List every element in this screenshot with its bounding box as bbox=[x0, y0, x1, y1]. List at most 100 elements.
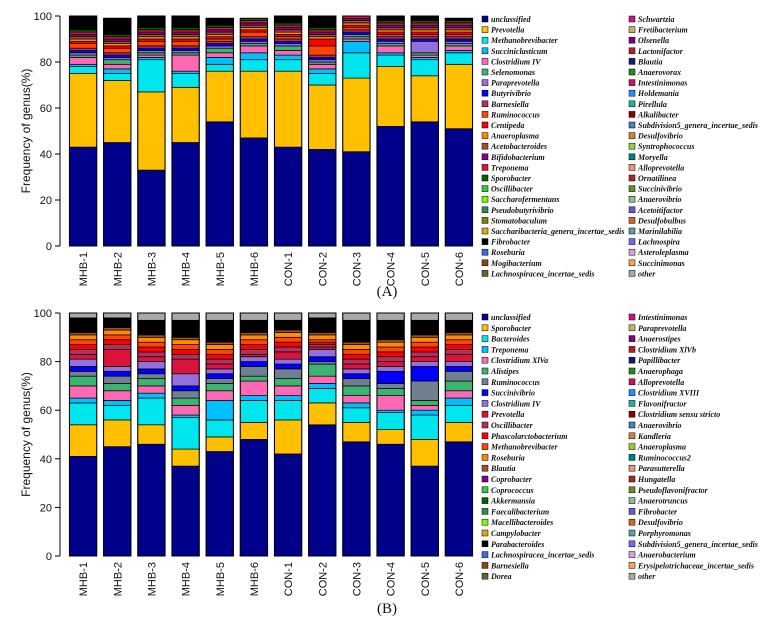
legend-swatch bbox=[628, 153, 636, 161]
bar-segment bbox=[308, 84, 337, 150]
bar-segment bbox=[137, 373, 166, 379]
bar-segment bbox=[274, 54, 303, 61]
bar-stack-mhb-5 bbox=[205, 312, 234, 557]
legend-swatch bbox=[628, 47, 636, 55]
bar-segment bbox=[239, 319, 268, 333]
legend-swatch bbox=[481, 518, 489, 526]
bar-segment bbox=[103, 400, 132, 406]
bar-segment bbox=[274, 341, 303, 348]
bar-segment bbox=[308, 363, 337, 377]
legend-swatch bbox=[628, 540, 636, 548]
legend: unclassified Sporobacter BacteroidesTrepon… bbox=[481, 313, 758, 581]
bar-segment bbox=[137, 385, 166, 394]
legend-label: Mogibacterium bbox=[490, 259, 542, 268]
bar-segment bbox=[103, 59, 132, 65]
bar-segment bbox=[376, 346, 405, 353]
legend-label: Clostridium XlVb bbox=[638, 345, 696, 354]
legend-label: Anaerostipes bbox=[637, 335, 681, 344]
bar-segment bbox=[103, 80, 132, 143]
legend-swatch bbox=[628, 410, 636, 418]
legend-label: Subdivision5_genera_incertae_sedis bbox=[638, 540, 758, 549]
bar-segment bbox=[171, 336, 200, 341]
x-tick-label: MHB-3 bbox=[146, 252, 158, 286]
bar-outline bbox=[171, 312, 200, 557]
bar-outline bbox=[444, 17, 474, 247]
bar-segment bbox=[410, 351, 439, 358]
bar-segment bbox=[376, 370, 405, 384]
bar-segment bbox=[274, 45, 303, 51]
legend-label: Succinimonas bbox=[638, 259, 685, 268]
bar-segment bbox=[444, 334, 473, 341]
legend-label: Desulfovibrio bbox=[637, 518, 683, 527]
bar-segment bbox=[137, 169, 166, 247]
bar-segment bbox=[342, 373, 371, 379]
legend-swatch bbox=[481, 324, 489, 332]
bar-segment bbox=[308, 68, 337, 74]
legend-label: Flavonifractor bbox=[637, 399, 687, 408]
legend-swatch bbox=[481, 217, 489, 224]
legend-swatch bbox=[628, 367, 636, 375]
bar-outline bbox=[103, 17, 132, 247]
bar-segment bbox=[239, 31, 268, 38]
legend-swatch bbox=[628, 79, 636, 86]
bar-segment bbox=[103, 47, 132, 54]
bar-outline bbox=[342, 312, 371, 557]
bar-segment bbox=[239, 312, 268, 321]
bar-segment bbox=[239, 339, 268, 345]
legend-swatch bbox=[481, 259, 489, 267]
legend-swatch bbox=[481, 36, 489, 44]
legend-swatch bbox=[628, 185, 636, 192]
legend-label: Blautia bbox=[490, 464, 515, 473]
bar-segment bbox=[103, 63, 132, 70]
legend-swatch bbox=[481, 540, 489, 548]
bar-segment bbox=[308, 387, 337, 404]
legend-label: Hungatella bbox=[637, 475, 675, 484]
legend-swatch bbox=[628, 195, 636, 203]
legend-label: Campylobacter bbox=[491, 529, 542, 538]
legend-label: Sporobacter bbox=[491, 324, 532, 333]
bar-segment bbox=[308, 349, 337, 358]
legend-swatch bbox=[628, 562, 636, 569]
bar-segment bbox=[171, 414, 200, 418]
panel-label: (A) bbox=[377, 284, 398, 300]
legend-swatch bbox=[628, 248, 636, 256]
bar-segment bbox=[410, 465, 439, 557]
bar-segment bbox=[308, 361, 337, 365]
legend-label: Anaeroplasma bbox=[490, 132, 539, 141]
bar-outline bbox=[205, 312, 234, 557]
legend-swatch bbox=[628, 132, 636, 139]
legend-swatch bbox=[481, 142, 489, 150]
bar-segment bbox=[205, 52, 234, 58]
bar-segment bbox=[171, 465, 200, 557]
y-tick-label: 60 bbox=[40, 405, 52, 417]
bar-segment bbox=[239, 356, 268, 362]
legend-swatch bbox=[481, 356, 489, 364]
bar-segment bbox=[171, 312, 200, 321]
bar-segment bbox=[171, 448, 200, 467]
bar-segment bbox=[444, 349, 473, 355]
bar-segment bbox=[69, 349, 98, 355]
legend-label: Marinilabilia bbox=[637, 227, 682, 236]
bar-segment bbox=[103, 344, 132, 350]
bar-segment bbox=[171, 385, 200, 392]
bar-segment bbox=[103, 404, 132, 421]
bar-segment bbox=[376, 387, 405, 396]
bar-segment bbox=[376, 409, 405, 413]
bar-segment bbox=[308, 344, 337, 348]
x-tick-label: MHB-1 bbox=[78, 252, 90, 286]
bar-segment bbox=[137, 40, 166, 47]
bar-outline bbox=[342, 15, 371, 247]
legend-swatch bbox=[628, 121, 636, 129]
legend-swatch bbox=[628, 142, 636, 150]
legend-label: Clostridium sensu stricto bbox=[638, 410, 720, 419]
bar-segment bbox=[410, 414, 439, 440]
bar-stack-mhb-3 bbox=[137, 15, 166, 247]
bar-segment bbox=[444, 404, 473, 423]
legend-label: Methanobrevibacter bbox=[490, 36, 559, 45]
legend-swatch bbox=[628, 378, 636, 386]
bar-outline bbox=[205, 17, 234, 247]
legend-swatch bbox=[481, 497, 489, 504]
bar-stack-con-1 bbox=[273, 312, 303, 557]
legend-swatch bbox=[628, 174, 636, 182]
legend-swatch bbox=[628, 389, 636, 396]
